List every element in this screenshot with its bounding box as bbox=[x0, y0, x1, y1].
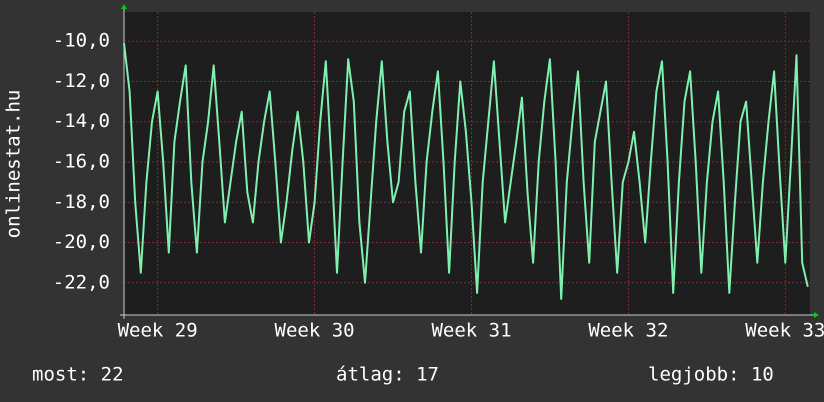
x-tick-label: Week 30 bbox=[275, 320, 355, 342]
x-tick-label: Week 29 bbox=[118, 320, 198, 342]
x-tick-label: Week 31 bbox=[431, 320, 511, 342]
y-tick-label: -14,0 bbox=[53, 110, 110, 132]
y-axis-arrow bbox=[121, 4, 127, 9]
y-tick-label: -16,0 bbox=[53, 150, 110, 172]
x-tick-label: Week 33 bbox=[745, 320, 824, 342]
stat-best: legjobb: 10 bbox=[648, 364, 774, 386]
x-tick-label: Week 32 bbox=[588, 320, 668, 342]
y-tick-label: -12,0 bbox=[53, 70, 110, 92]
y-tick-label: -10,0 bbox=[53, 30, 110, 52]
stat-current: most: 22 bbox=[32, 364, 124, 386]
y-tick-label: -22,0 bbox=[53, 271, 110, 293]
y-axis-label: onlinestat.hu bbox=[3, 90, 25, 239]
plot-area bbox=[124, 12, 810, 315]
y-tick-label: -20,0 bbox=[53, 231, 110, 253]
stat-average: átlag: 17 bbox=[336, 364, 439, 386]
x-axis-arrow bbox=[814, 312, 819, 318]
data-line bbox=[123, 43, 809, 300]
y-tick-label: -18,0 bbox=[53, 191, 110, 213]
